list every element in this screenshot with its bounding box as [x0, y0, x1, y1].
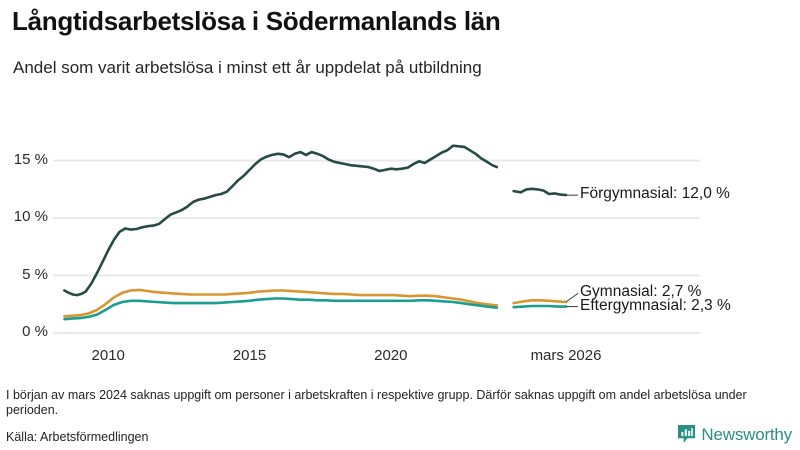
bar-chart-icon: [678, 425, 696, 444]
x-tick-label: 2020: [374, 347, 408, 364]
y-tick-label: 0 %: [22, 323, 48, 340]
series-line-eftergymnasial: [512, 304, 568, 309]
logo-wordmark: Newsworthy: [701, 424, 792, 444]
series-label-eftergymnasial: Eftergymnasial: 2,3 %: [580, 296, 731, 314]
line-chart-svg: [53, 144, 700, 334]
series-label-gymnasial: Gymnasial: 2,7 %: [580, 283, 702, 301]
y-tick-label: 5 %: [22, 265, 48, 283]
footnote-text: I början av mars 2024 saknas uppgift om …: [6, 388, 747, 417]
page-subtitle: Andel som varit arbetslösa i minst ett å…: [13, 58, 482, 77]
x-tick-label: 2015: [232, 347, 267, 364]
newsworthy-logo: Newsworthy: [677, 424, 792, 445]
x-tick-label: 2010: [91, 347, 125, 364]
y-tick-label: 15 %: [13, 150, 48, 168]
series-line-förgymnasial: [512, 187, 568, 197]
series-label-förgymnasial: Förgymnasial: 12,0 %: [580, 185, 730, 203]
label-leader-line: [565, 292, 579, 303]
series-line-förgymnasial: [63, 144, 499, 297]
source-text: Källa: Arbetsförmedlingen: [6, 430, 149, 444]
chart-plot-area: 0 % 5 % 10 % 15 % 2010 2015 2020 mars 2026 För…: [0, 100, 800, 365]
series-line-gymnasial: [63, 288, 499, 318]
series-line-eftergymnasial: [63, 297, 499, 321]
y-tick-label: 10 %: [13, 208, 48, 226]
page-title: Långtidsarbetslösa i Södermanlands län: [12, 6, 501, 36]
series-line-gymnasial: [512, 299, 568, 305]
x-tick-label: mars 2026: [530, 347, 602, 364]
